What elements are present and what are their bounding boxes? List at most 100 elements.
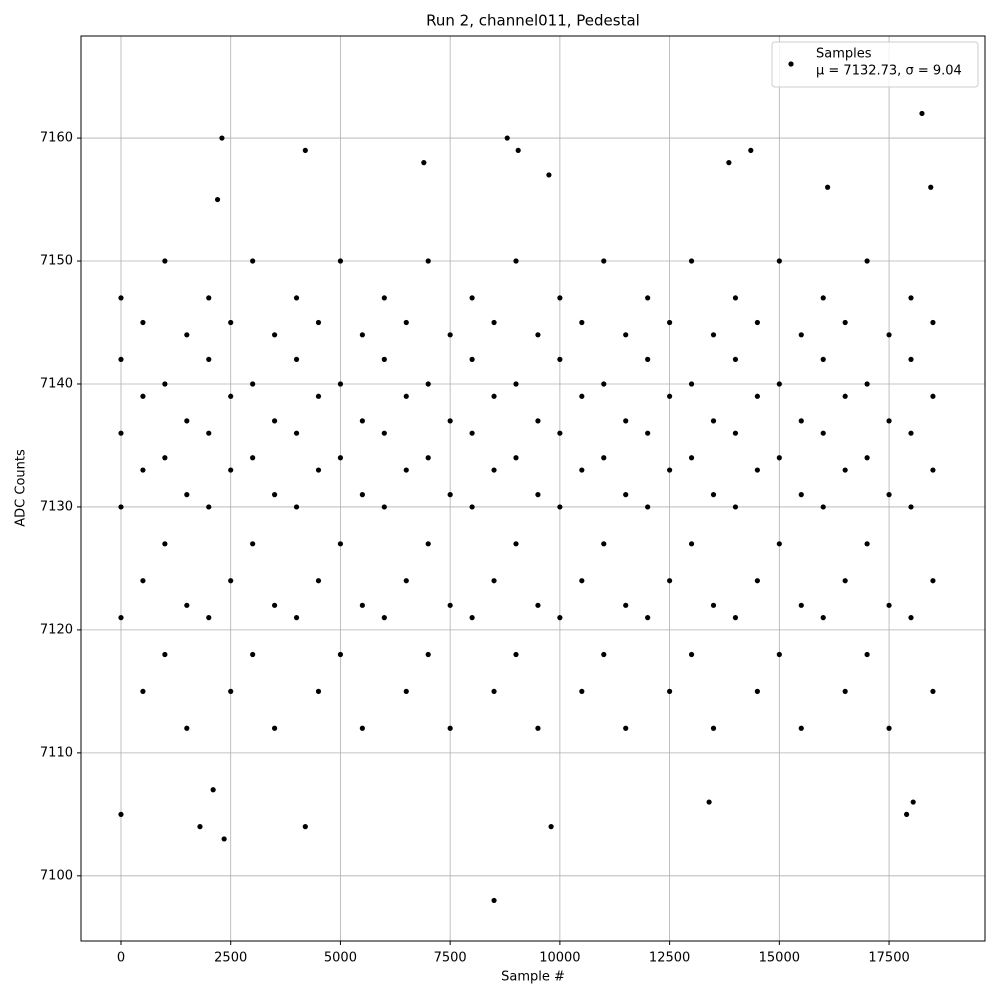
point <box>557 295 563 301</box>
point <box>732 295 739 301</box>
point <box>579 688 585 694</box>
point <box>798 725 804 731</box>
point <box>930 688 936 694</box>
point <box>623 332 629 338</box>
point <box>748 147 754 153</box>
point <box>513 541 519 547</box>
point <box>930 319 936 326</box>
point <box>842 393 848 399</box>
point <box>864 651 870 658</box>
point <box>425 455 431 461</box>
point <box>140 467 146 473</box>
point <box>688 541 695 547</box>
x-tick-label: 15000 <box>759 951 800 966</box>
point <box>513 455 519 461</box>
point <box>886 602 892 608</box>
x-tick-label: 0 <box>117 951 125 966</box>
point <box>197 824 203 830</box>
point <box>403 467 409 473</box>
x-tick-label: 17500 <box>868 951 909 966</box>
point <box>910 799 916 805</box>
point <box>250 258 256 264</box>
point <box>623 418 629 424</box>
point <box>557 504 563 510</box>
point <box>732 356 739 362</box>
point <box>271 725 278 731</box>
point <box>491 897 497 904</box>
point <box>864 455 870 461</box>
point <box>908 356 914 362</box>
legend-marker <box>788 61 794 67</box>
point <box>557 356 563 362</box>
y-tick-label: 7130 <box>40 499 73 514</box>
legend-stats: μ = 7132.73, σ = 9.04 <box>816 64 962 79</box>
point <box>206 295 212 301</box>
point <box>904 811 910 817</box>
point <box>908 504 914 510</box>
point <box>315 688 322 694</box>
point <box>842 319 848 326</box>
point <box>293 295 300 301</box>
y-tick-label: 7120 <box>40 622 73 637</box>
point <box>228 467 234 473</box>
point <box>557 430 563 436</box>
point <box>710 332 717 338</box>
point <box>214 196 221 203</box>
point <box>315 319 322 326</box>
point <box>293 615 300 621</box>
point <box>886 418 892 424</box>
plot-frame <box>80 35 986 942</box>
point <box>601 455 607 461</box>
point <box>491 688 497 694</box>
point <box>820 295 826 301</box>
point <box>359 418 365 424</box>
point <box>548 824 554 830</box>
point <box>928 184 934 190</box>
point <box>447 602 453 608</box>
point <box>820 504 826 510</box>
point <box>776 381 782 387</box>
point <box>271 602 278 608</box>
y-tick-label: 7110 <box>40 745 73 760</box>
point <box>557 615 563 621</box>
point <box>118 430 124 436</box>
point <box>798 332 804 338</box>
point <box>184 492 190 498</box>
point <box>381 356 387 362</box>
point <box>381 295 387 301</box>
point <box>381 430 387 436</box>
point <box>469 430 475 436</box>
point <box>842 578 848 584</box>
point <box>140 319 146 326</box>
point <box>302 824 308 830</box>
point <box>118 504 124 510</box>
point <box>645 430 651 436</box>
point <box>667 319 673 326</box>
point <box>754 467 760 473</box>
point <box>337 651 344 658</box>
y-tick-label: 7100 <box>40 868 73 883</box>
chart-title: Run 2, channel011, Pedestal <box>426 12 640 30</box>
point <box>798 492 804 498</box>
point <box>908 615 914 621</box>
legend: Samples μ = 7132.73, σ = 9.04 <box>771 41 979 88</box>
point <box>886 725 892 731</box>
point <box>491 393 497 399</box>
point <box>710 602 717 608</box>
point <box>206 356 212 362</box>
point <box>919 110 925 117</box>
point <box>842 688 848 694</box>
point <box>447 725 453 731</box>
point <box>535 602 541 608</box>
point <box>184 725 190 731</box>
point <box>623 725 629 731</box>
x-tick-label: 5000 <box>324 951 357 966</box>
point <box>864 381 870 387</box>
point <box>645 356 651 362</box>
points <box>118 110 936 904</box>
point <box>184 602 190 608</box>
point <box>219 135 225 141</box>
point <box>162 541 168 547</box>
